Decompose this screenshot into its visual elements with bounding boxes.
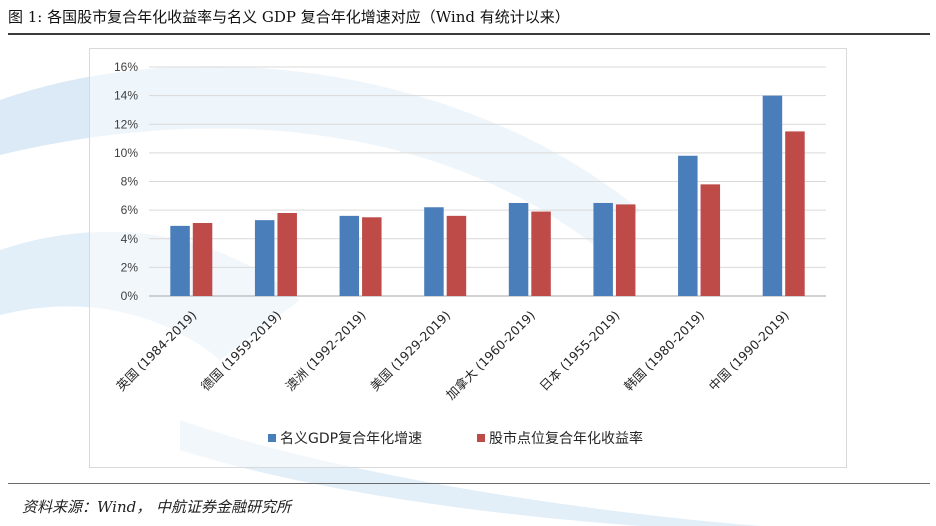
bar-gdp-growth <box>678 155 698 296</box>
y-tick-label: 10% <box>114 146 138 160</box>
legend-label-gdp: 名义GDP复合年化增速 <box>280 430 422 447</box>
bar-stock-return <box>277 212 297 296</box>
y-tick-label: 16% <box>114 60 138 74</box>
legend-label-stock: 股市点位复合年化收益率 <box>489 430 643 447</box>
y-tick-label: 4% <box>121 232 139 246</box>
legend-swatch-gdp <box>268 434 276 442</box>
y-tick-label: 2% <box>121 260 139 274</box>
bar-gdp-growth <box>508 202 529 296</box>
x-category-label: 澳洲 (1992-2019) <box>283 308 369 394</box>
bar-stock-return <box>700 184 721 296</box>
source-note: 资料来源：Wind， 中航证券金融研究所 <box>22 498 291 516</box>
bar-stock-return <box>192 223 213 296</box>
figure-title: 图 1: 各国股市复合年化收益率与名义 GDP 复合年化增速对应（Wind 有统… <box>8 8 570 26</box>
x-category-label: 日本 (1955-2019) <box>536 308 622 394</box>
bar-stock-return <box>785 131 805 296</box>
bar-gdp-growth <box>254 220 275 296</box>
x-category-label: 美国 (1929-2019) <box>367 308 453 394</box>
x-category-label: 德国 (1959-2019) <box>198 308 284 394</box>
bar-gdp-growth <box>170 225 190 296</box>
source-divider <box>8 483 930 484</box>
legend-swatch-stock <box>477 434 485 442</box>
y-tick-label: 0% <box>121 289 139 303</box>
y-tick-label: 6% <box>121 203 139 217</box>
x-category-label: 韩国 (1980-2019) <box>621 308 707 394</box>
title-divider <box>8 33 930 35</box>
y-tick-label: 14% <box>114 89 138 103</box>
bar-stock-return <box>362 217 382 296</box>
bar-gdp-growth <box>339 215 360 296</box>
chart-frame <box>89 48 847 468</box>
bar-gdp-growth <box>762 95 783 296</box>
x-category-label: 中国 (1990-2019) <box>706 308 792 394</box>
bar-stock-return <box>531 211 551 296</box>
bar-gdp-growth <box>424 207 444 296</box>
x-category-label: 英国 (1984-2019) <box>113 308 199 394</box>
bar-stock-return <box>446 215 467 296</box>
bar-stock-return <box>615 204 636 296</box>
bar-gdp-growth <box>593 202 613 296</box>
y-tick-label: 12% <box>114 117 138 131</box>
bar-chart: 0% 2% 4% 6% 8% 10% 12% 14% 16% 英国 (1984-2019)德国 (… <box>113 60 826 447</box>
x-category-label: 加拿大 (1960-2019) <box>443 308 538 403</box>
y-tick-label: 8% <box>121 175 139 189</box>
